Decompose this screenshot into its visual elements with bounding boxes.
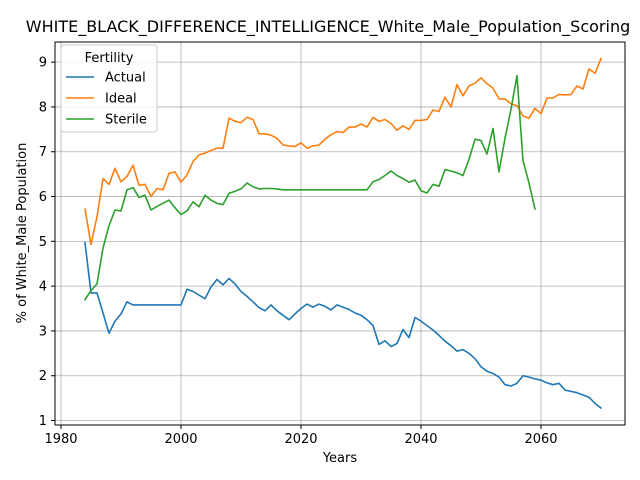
legend-label-sterile: Sterile — [105, 113, 147, 128]
y-tick-label: 4 — [39, 280, 47, 295]
y-tick-label: 8 — [39, 100, 47, 115]
series-layer — [83, 57, 603, 410]
y-tick-label: 9 — [39, 56, 47, 71]
legend: Fertility Actual Ideal Sterile — [60, 44, 158, 133]
chart-title: WHITE_BLACK_DIFFERENCE_INTELLIGENCE_Whit… — [26, 17, 631, 37]
x-tick-label: 2060 — [524, 432, 557, 447]
y-tick-label: 7 — [39, 145, 47, 160]
grid-lines — [55, 42, 625, 425]
y-axis-label: % of White_Male Population — [15, 143, 30, 324]
x-tick-label: 1980 — [44, 432, 77, 447]
plot-frame — [54, 41, 626, 426]
legend-box — [60, 44, 158, 133]
x-tick-label: 2000 — [164, 432, 197, 447]
x-axis: 1980 2000 2020 2040 2060 — [44, 425, 558, 447]
legend-label-ideal: Ideal — [105, 92, 137, 107]
x-axis-label: Years — [322, 451, 358, 466]
x-tick-label: 2020 — [284, 432, 317, 447]
y-tick-label: 5 — [39, 235, 47, 250]
y-axis: 1 2 3 4 5 6 7 8 9 — [39, 56, 55, 429]
legend-title: Fertility — [85, 51, 134, 66]
y-tick-label: 2 — [39, 369, 47, 384]
series-line-sterile — [83, 74, 536, 301]
series-line-actual — [84, 241, 603, 410]
y-tick-label: 1 — [39, 414, 47, 429]
y-tick-label: 6 — [39, 190, 47, 205]
y-tick-label: 3 — [39, 324, 47, 339]
x-tick-label: 2040 — [404, 432, 437, 447]
series-line-ideal — [84, 57, 603, 246]
legend-label-actual: Actual — [105, 71, 146, 86]
